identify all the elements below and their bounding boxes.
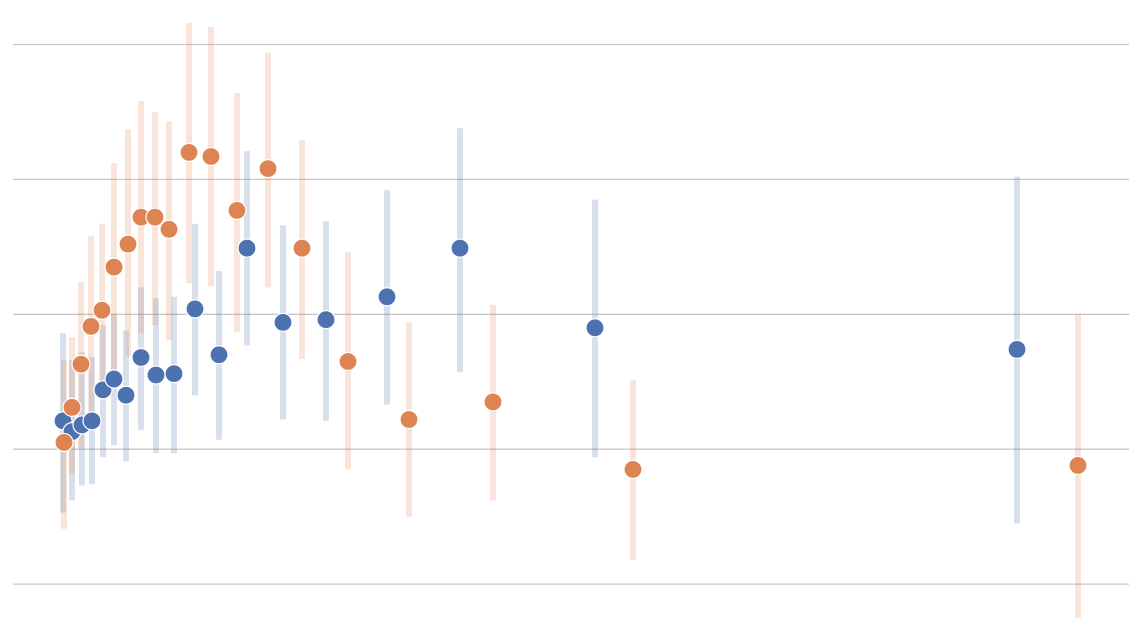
error-bars: [60, 22, 1081, 618]
point: [585, 318, 605, 338]
point: [483, 392, 503, 412]
points: [53, 142, 1088, 480]
point: [185, 299, 205, 319]
point: [273, 312, 293, 332]
point: [104, 369, 124, 389]
point: [164, 364, 184, 384]
point: [54, 432, 74, 453]
point: [116, 385, 136, 405]
point: [1007, 339, 1027, 359]
point: [338, 351, 358, 372]
point: [92, 300, 112, 320]
point: [201, 146, 221, 167]
point: [209, 345, 229, 365]
point: [399, 409, 419, 430]
point: [316, 310, 336, 330]
point: [62, 397, 82, 417]
point: [258, 159, 278, 179]
point: [227, 200, 247, 221]
point: [71, 354, 91, 374]
point: [159, 219, 179, 239]
point: [292, 238, 312, 258]
point: [131, 347, 151, 368]
point: [377, 287, 397, 307]
point: [1068, 455, 1088, 475]
point: [623, 459, 643, 480]
point: [104, 257, 124, 277]
point: [450, 238, 470, 258]
point: [145, 207, 165, 227]
point: [81, 316, 101, 337]
point: [237, 238, 257, 258]
point: [82, 411, 102, 431]
point: [179, 142, 199, 163]
point: [146, 365, 166, 385]
point: [118, 234, 138, 254]
